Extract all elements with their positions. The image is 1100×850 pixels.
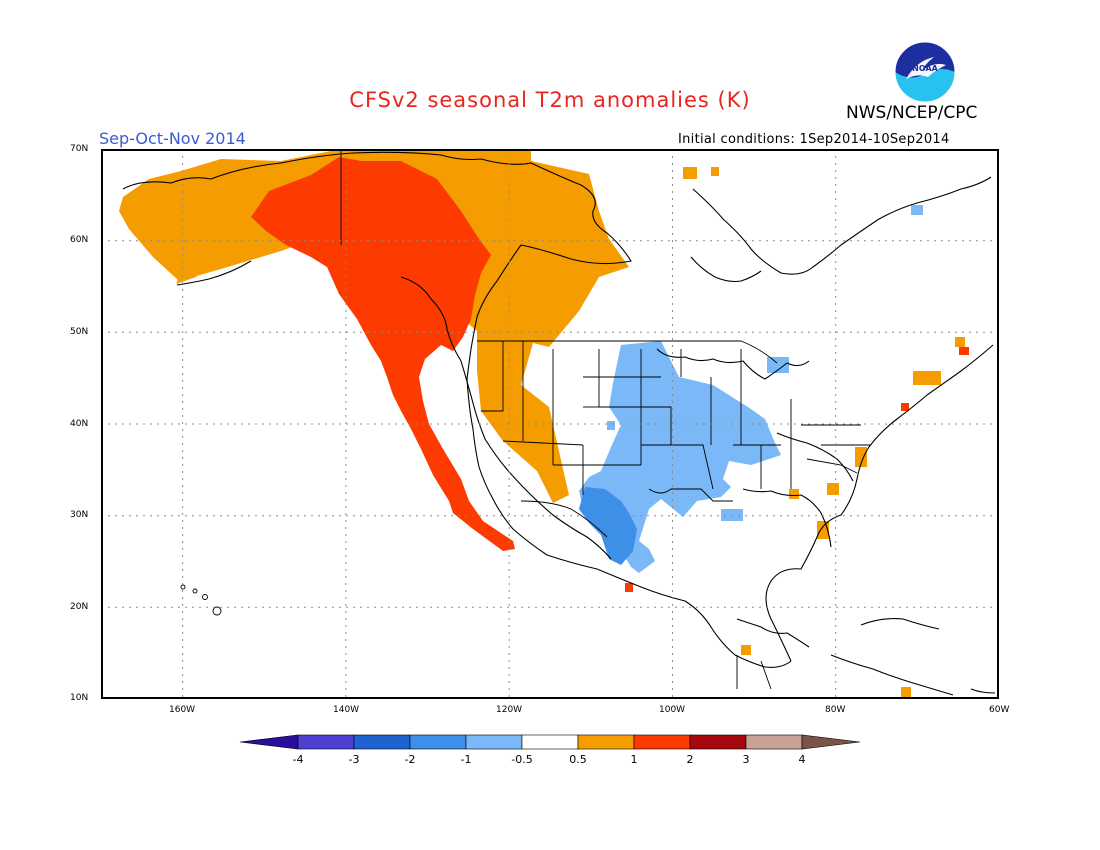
lat-labels-outer: 70N 60N 50N 40N 30N 20N 10N [70,144,100,704]
lon-label: 160W [169,705,196,715]
lon-label: 120W [496,705,523,715]
anomaly-map: 70N 60N 50N 40N 30N 20N 10N [101,149,999,699]
colorbar-tick-label: -0.5 [511,753,532,766]
colorbar-tick-label: 3 [743,753,750,766]
lon-labels: 160W 140W 120W 100W 80W 60W [101,705,1021,719]
colorbar-swatch-min [239,734,299,750]
colorbar-swatch [297,734,355,750]
noaa-logo: NOAA [894,41,956,103]
lat-label: 10N [70,693,89,703]
colorbar-swatch [633,734,691,750]
lon-label: 60W [989,705,1010,715]
hawaii-islands [180,584,222,616]
colorbar-tick-label: -2 [405,753,416,766]
anomaly-region-isolated [911,205,923,215]
colorbar-tick-label: -4 [293,753,304,766]
colorbar-legend: -4 -3 -2 -1 -0.5 0.5 1 2 3 4 [239,734,861,766]
anomaly-region-isolated [959,347,969,355]
anomaly-region-alaska [119,149,629,503]
svg-text:NOAA: NOAA [912,64,938,73]
colorbar-swatch [745,734,803,750]
anomaly-region-pacific-coast [251,157,515,551]
colorbar-tick-label: 2 [687,753,694,766]
lon-label: 100W [659,705,686,715]
lat-label: 70N [70,144,89,154]
anomaly-region-isolated [767,357,789,373]
political-borders [340,149,871,690]
season-label: Sep-Oct-Nov 2014 [99,129,246,148]
anomaly-region-isolated [827,483,839,495]
anomaly-region-isolated [625,583,633,592]
lat-label: 20N [70,602,89,612]
colorbar-tick-label: 4 [799,753,806,766]
colorbar-swatch [577,734,635,750]
coastlines [122,151,996,696]
colorbar-swatch [409,734,467,750]
anomaly-region-isolated [789,489,799,499]
anomaly-region-greenland-edge [683,167,697,179]
gridlines [101,149,999,699]
colorbar-labels: -4 -3 -2 -1 -0.5 0.5 1 2 3 4 [293,753,806,766]
anomaly-region-alaska-peninsula [176,261,209,284]
colorbar-swatch [465,734,523,750]
anomaly-region-isolated [913,371,941,385]
colorbar-swatches [239,734,861,750]
chart-title: CFSv2 seasonal T2m anomalies (K) [349,88,751,112]
lon-label: 80W [825,705,846,715]
anomaly-region-southwest [579,487,637,565]
map-frame [101,149,999,699]
anomaly-region-isolated [741,645,751,655]
colorbar-swatch-max [801,734,861,750]
lat-label: 60N [70,235,89,245]
colorbar-swatch [353,734,411,750]
colorbar-tick-label: 1 [631,753,638,766]
anomaly-region-isolated [901,403,909,411]
anomaly-region-isolated [721,509,743,521]
lat-label: 40N [70,419,89,429]
anomaly-region-isolated [955,337,965,347]
lat-label: 30N [70,510,89,520]
colorbar-tick-label: -3 [349,753,360,766]
colorbar-swatch [521,734,579,750]
lat-label: 50N [70,327,89,337]
anomaly-region-isolated [607,421,615,430]
anomaly-region-isolated [901,687,911,697]
colorbar-swatch [689,734,747,750]
lon-label: 140W [333,705,360,715]
anomaly-region-isolated [855,447,867,467]
initial-conditions-label: Initial conditions: 1Sep2014-10Sep2014 [678,132,950,147]
anomaly-region-greenland-edge [711,167,719,176]
agency-label: NWS/NCEP/CPC [846,103,978,123]
colorbar-tick-label: 0.5 [569,753,587,766]
colorbar-tick-label: -1 [461,753,472,766]
